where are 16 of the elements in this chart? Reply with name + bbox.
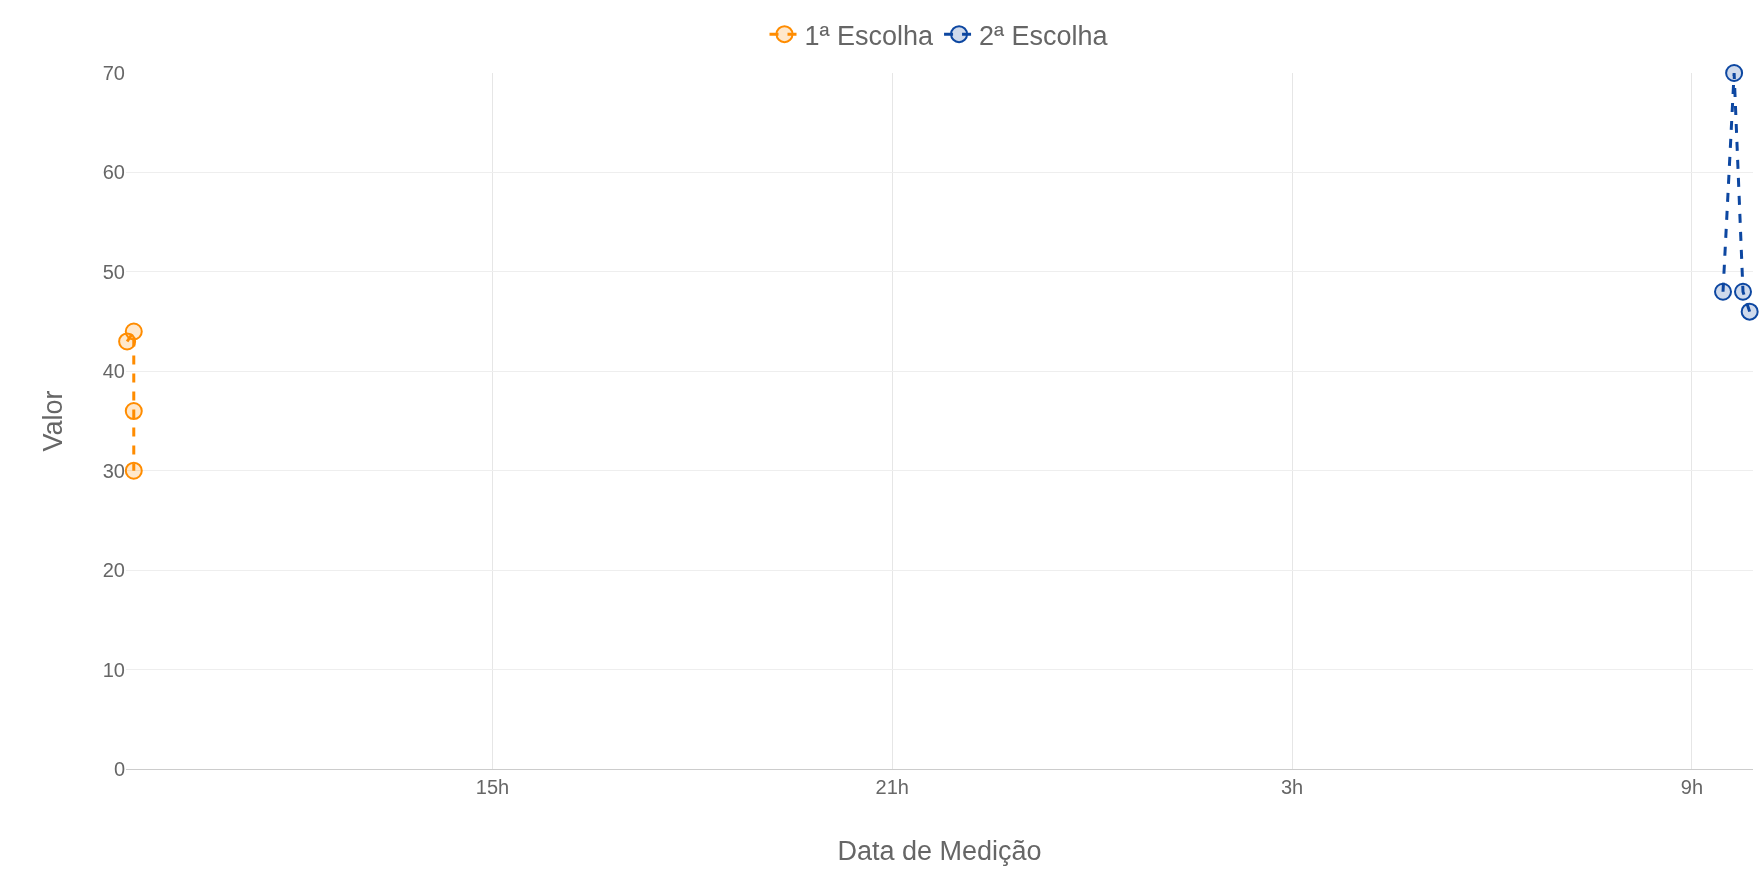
y-tick-label: 40 [102, 360, 125, 383]
x-axis-title: Data de Medição [837, 836, 1042, 866]
y-tick-label: 20 [102, 559, 125, 582]
x-tick-label: 3h [1280, 776, 1304, 798]
x-tick-label: 21h [875, 776, 909, 798]
y-tick-label: 60 [102, 161, 125, 184]
y-tick-label: 70 [102, 62, 125, 84]
x-tick-label: 9h [1680, 776, 1704, 798]
legend-label: 1ª Escolha [804, 20, 935, 51]
x-tick-label: 15h [475, 776, 510, 798]
y-tick-label: 50 [102, 260, 125, 283]
y-tick-label: 30 [102, 459, 125, 482]
y-tick-label: 10 [102, 658, 125, 681]
y-axis-title: Valor [38, 390, 68, 452]
y-tick-label: 0 [113, 758, 125, 780]
legend-label: 2ª Escolha [979, 20, 1109, 51]
